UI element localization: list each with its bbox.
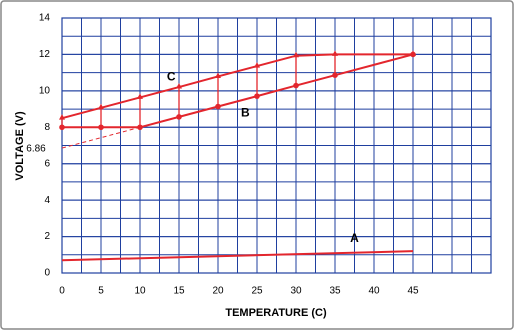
annotation: 6.86	[26, 144, 46, 155]
x-tick-label: 15	[173, 286, 185, 297]
x-tick-label: 5	[98, 286, 104, 297]
point	[176, 83, 182, 89]
point	[293, 51, 299, 58]
point	[59, 124, 65, 131]
point	[332, 72, 338, 78]
x-tick-label: 20	[212, 286, 224, 297]
point	[59, 114, 65, 120]
series-name: C	[167, 69, 176, 83]
point	[137, 124, 143, 131]
point	[254, 62, 260, 68]
point	[215, 72, 221, 78]
point	[215, 103, 221, 110]
point	[176, 114, 182, 120]
point	[98, 103, 104, 110]
y-tick-label: 10	[39, 85, 51, 96]
point	[332, 50, 338, 56]
point	[137, 93, 143, 99]
series-name: A	[350, 231, 359, 245]
point	[293, 82, 299, 89]
series-line	[61, 250, 414, 262]
point	[410, 50, 416, 56]
x-tick-label: 40	[368, 286, 380, 297]
x-tick-label: 25	[251, 286, 263, 297]
y-tick-label: 12	[39, 49, 51, 60]
y-tick-label: 0	[44, 268, 50, 279]
x-tick-label: 10	[134, 286, 146, 297]
y-tick-label: 14	[39, 13, 51, 24]
x-tick-label: 30	[290, 286, 302, 297]
x-tick-label: 45	[407, 286, 419, 297]
y-tick-label: 8	[44, 122, 50, 133]
plot-border	[61, 17, 492, 274]
y-tick-label: 2	[44, 231, 50, 242]
y-tick-label: 6	[44, 158, 50, 169]
x-tick-label: 35	[329, 286, 341, 297]
point	[254, 93, 260, 99]
x-tick-label: 0	[59, 286, 65, 297]
y-tick-label: 4	[44, 195, 50, 206]
point	[98, 124, 104, 131]
series-name: B	[241, 105, 250, 119]
x-axis-title: TEMPERATURE (C)	[225, 307, 327, 319]
y-axis-title: VOLTAGE (V)	[14, 111, 26, 181]
